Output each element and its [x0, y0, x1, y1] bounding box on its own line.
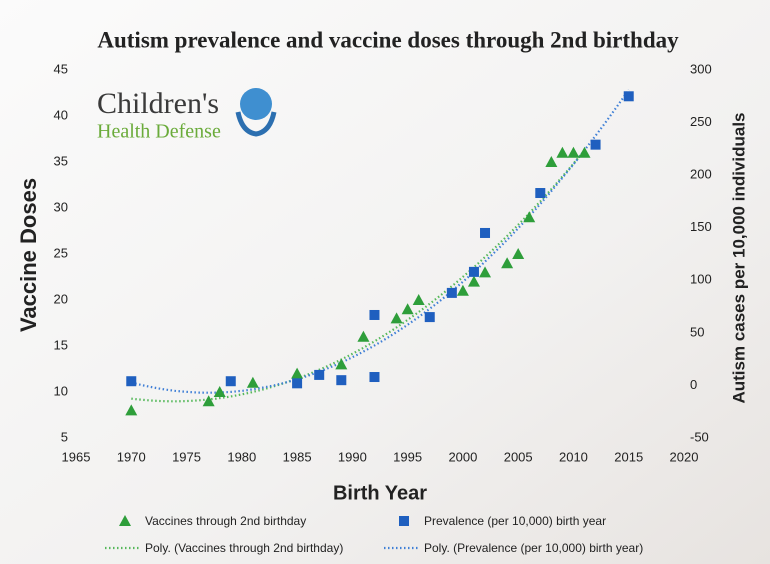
data-point — [336, 375, 347, 386]
data-point — [314, 369, 325, 380]
data-point — [467, 275, 480, 287]
data-point — [369, 372, 380, 383]
data-point — [567, 146, 580, 158]
x-tick-label: 1995 — [393, 449, 422, 464]
data-point — [545, 156, 558, 167]
trendline — [131, 89, 630, 394]
data-point — [292, 378, 303, 389]
y2-tick-label: 50 — [690, 324, 704, 339]
x-tick-label: 2000 — [448, 449, 477, 464]
legend-label: Poly. (Prevalence (per 10,000) birth yea… — [424, 541, 643, 555]
logo-line1: Children's — [97, 87, 219, 120]
legend-label: Vaccines through 2nd birthday — [145, 514, 306, 528]
data-point — [512, 248, 525, 259]
data-point — [291, 367, 304, 379]
legend-label: Poly. (Vaccines through 2nd birthday) — [145, 541, 343, 555]
x-tick-label: 2010 — [559, 449, 588, 464]
y2-axis-label: Autism cases per 10,000 individuals — [729, 112, 748, 403]
y2-tick-label: 250 — [690, 114, 712, 129]
y-tick-label: 40 — [54, 107, 68, 122]
x-tick-label: 2020 — [670, 449, 699, 464]
data-point — [446, 287, 457, 298]
x-axis-label: Birth Year — [333, 482, 427, 504]
y-tick-label: 25 — [54, 245, 68, 260]
y2-tick-label: -50 — [690, 429, 709, 444]
data-point — [202, 395, 215, 407]
data-point — [556, 146, 569, 158]
data-point — [479, 266, 492, 278]
logo-globe — [240, 88, 272, 120]
data-point — [401, 303, 414, 315]
y2-tick-label: 150 — [690, 219, 712, 234]
y-tick-label: 45 — [54, 61, 68, 76]
x-tick-label: 1965 — [62, 449, 91, 464]
data-point — [225, 376, 236, 387]
data-point — [246, 376, 259, 388]
data-point — [390, 312, 403, 324]
x-tick-label: 1990 — [338, 449, 367, 464]
y2-tick-label: 100 — [690, 272, 712, 287]
logo-hands — [235, 111, 277, 137]
data-point — [412, 294, 425, 305]
data-point — [456, 284, 469, 296]
x-tick-label: 2005 — [504, 449, 533, 464]
data-point — [357, 330, 370, 342]
x-tick-label: 1970 — [117, 449, 146, 464]
y-tick-label: 15 — [54, 337, 68, 352]
data-point — [535, 188, 546, 199]
y-tick-label: 30 — [54, 199, 68, 214]
x-tick-label: 1985 — [283, 449, 312, 464]
data-point — [335, 358, 348, 370]
y-tick-label: 20 — [54, 291, 68, 306]
data-point — [125, 404, 138, 416]
chart-title: Autism prevalence and vaccine doses thro… — [97, 27, 679, 52]
logo: Children's Health Defense — [97, 87, 277, 143]
data-point — [578, 146, 591, 158]
y-tick-label: 35 — [54, 153, 68, 168]
y-tick-label: 10 — [54, 383, 68, 398]
data-point — [590, 139, 601, 150]
y2-tick-label: 0 — [690, 377, 697, 392]
data-point — [369, 309, 380, 320]
data-point — [424, 312, 435, 323]
x-tick-label: 1980 — [227, 449, 256, 464]
y2-tick-label: 300 — [690, 61, 712, 76]
legend-marker — [399, 516, 409, 526]
data-point — [213, 386, 226, 397]
legend-marker — [119, 515, 131, 526]
logo-line2: Health Defense — [97, 121, 221, 143]
x-tick-label: 1975 — [172, 449, 201, 464]
data-point — [523, 211, 536, 223]
data-point — [480, 227, 491, 238]
data-point — [501, 257, 514, 269]
data-point — [623, 91, 634, 102]
y2-tick-label: 200 — [690, 167, 712, 182]
x-tick-label: 2015 — [614, 449, 643, 464]
y-axis-label: Vaccine Doses — [16, 178, 41, 332]
data-point — [468, 266, 479, 277]
data-point — [126, 376, 137, 387]
y-tick-label: 5 — [61, 429, 68, 444]
legend-label: Prevalence (per 10,000) birth year — [424, 514, 606, 528]
